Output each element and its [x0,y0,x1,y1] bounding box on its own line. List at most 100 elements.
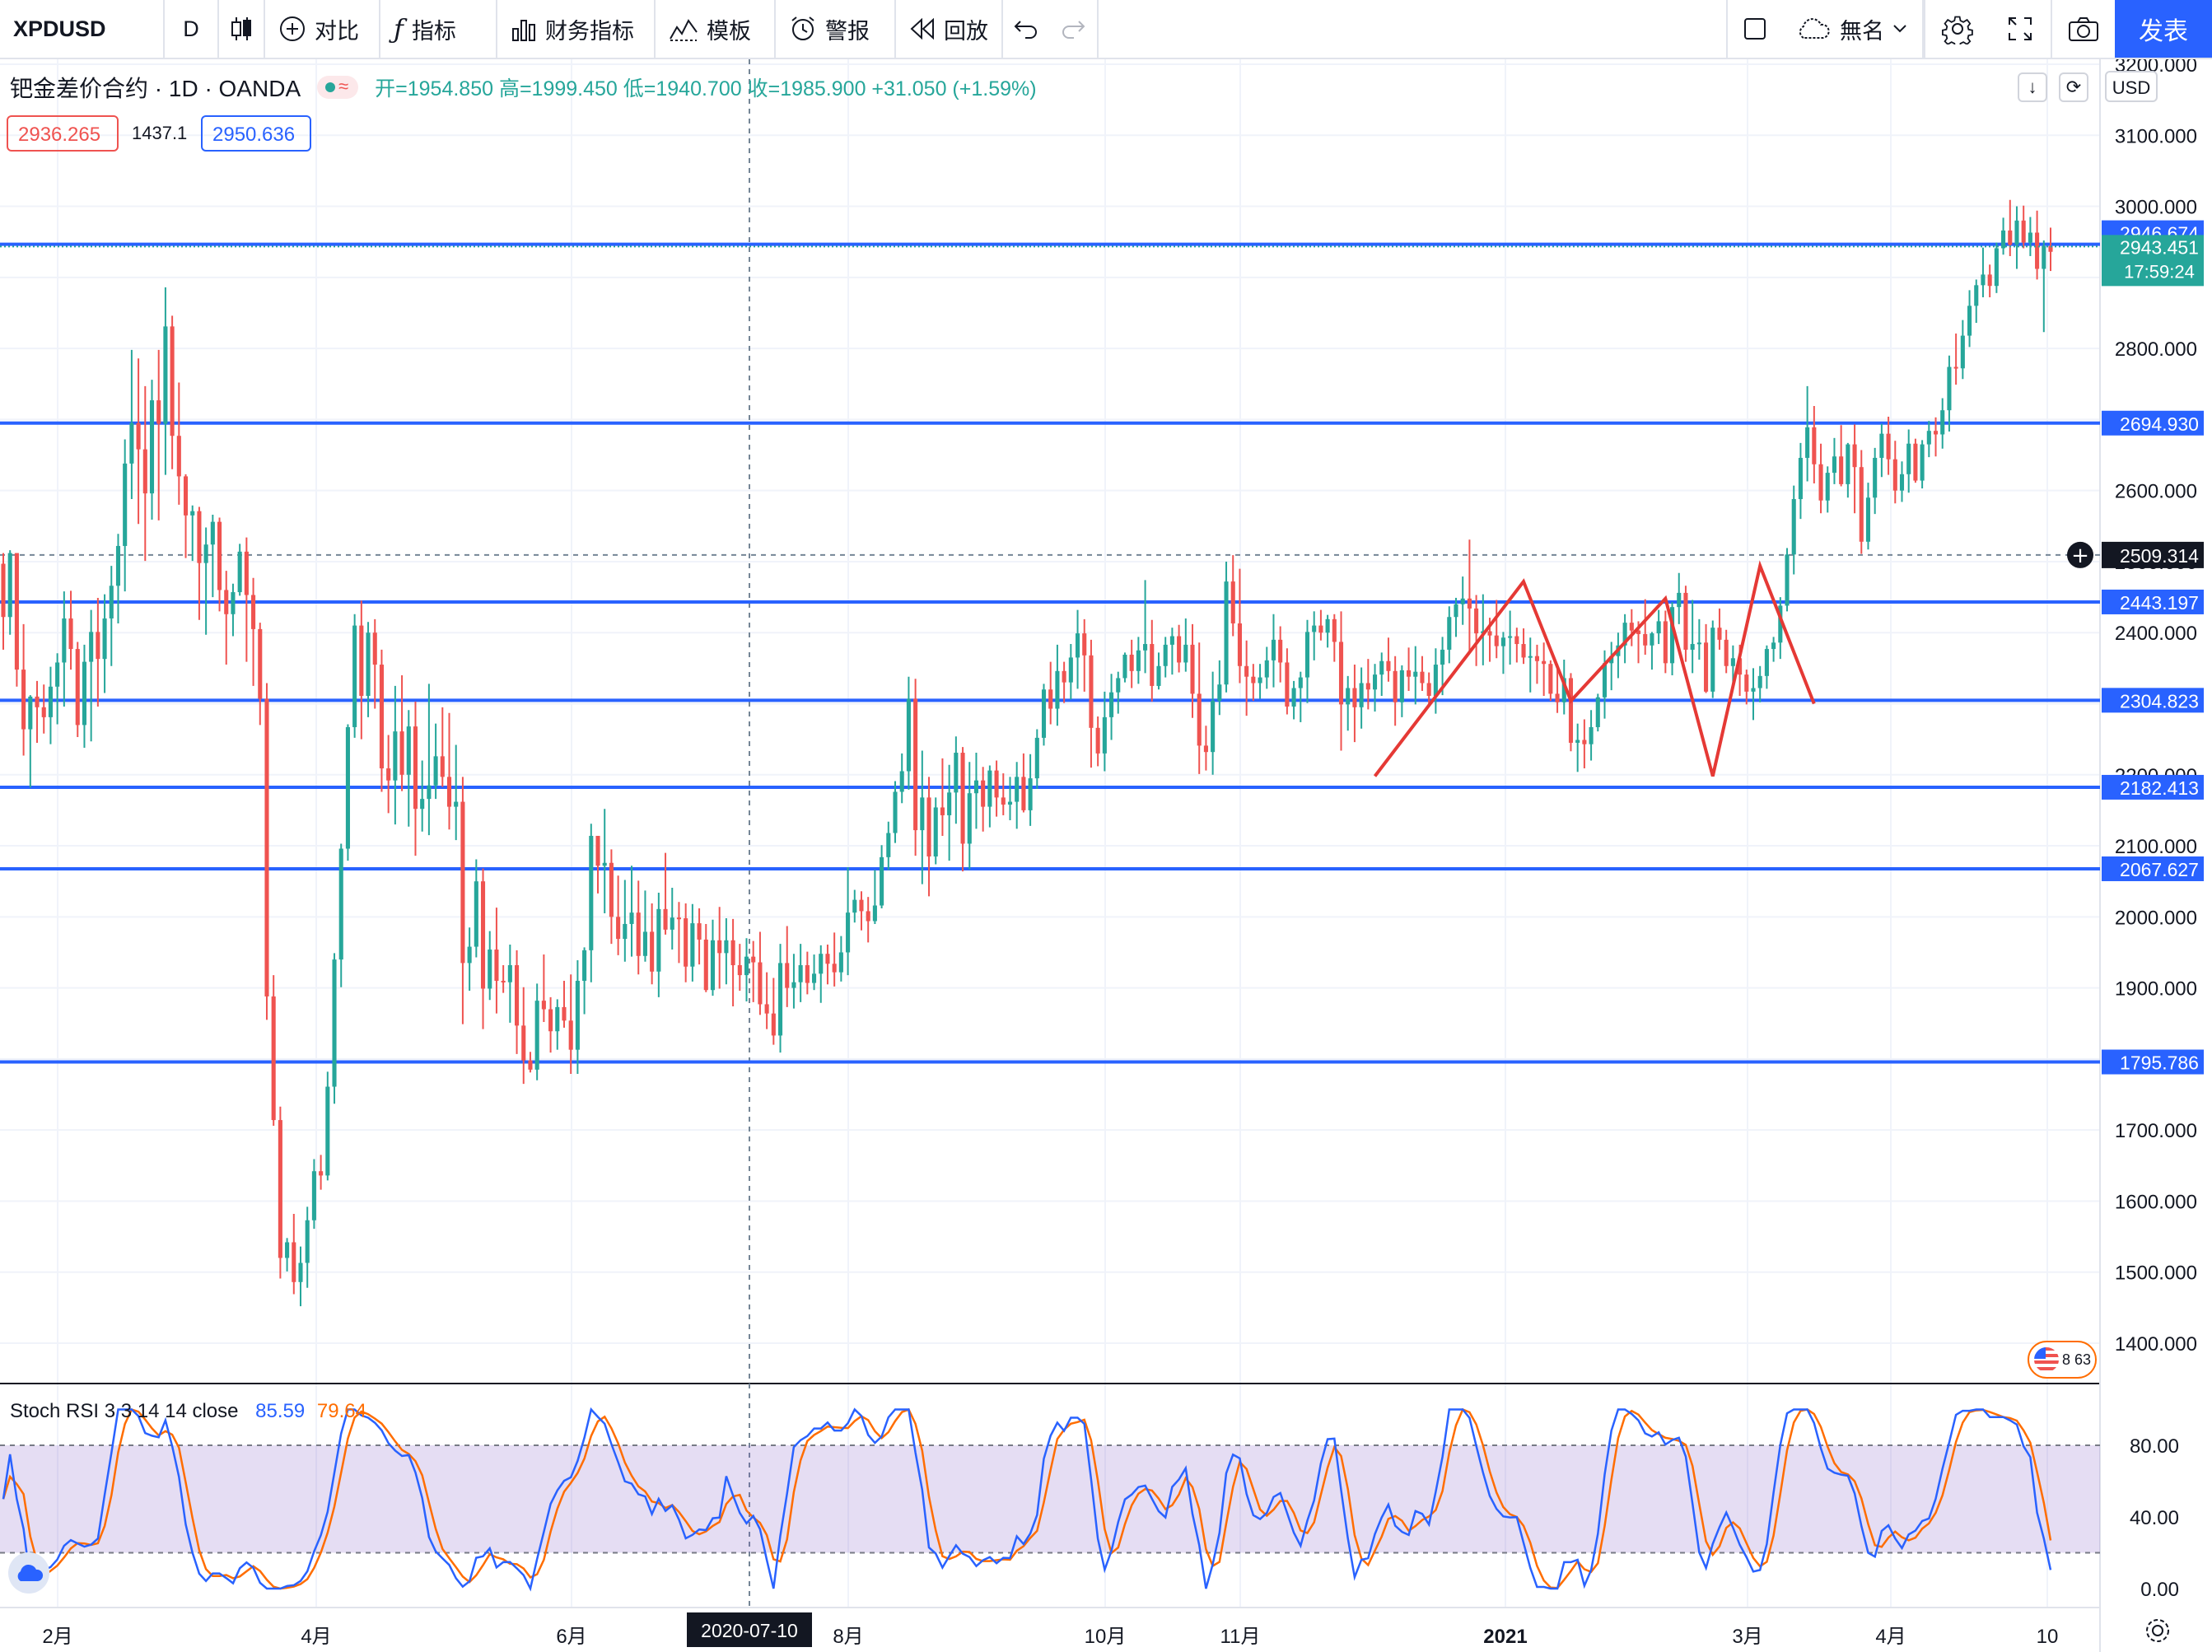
candle-body [1899,474,1905,491]
currency-label[interactable]: USD [2105,71,2158,102]
candle-body [616,917,621,940]
zigzag-line[interactable] [1373,560,1816,777]
indicators-button[interactable]: ƒ 指标 [380,0,497,58]
candle-body [1669,607,1675,664]
cloud-logo-icon [17,1564,44,1581]
candle-body [1602,663,1608,698]
candle-body [1994,248,1999,287]
indicators-label: 指标 [411,18,456,44]
candle-body [176,436,181,477]
alert-button[interactable]: 警报 [776,0,896,58]
gear-small-icon [2146,1619,2169,1642]
candle-body [629,912,634,924]
templates-button[interactable]: 模板 [656,0,776,58]
candle-body [413,726,418,810]
settings-gear-bottom[interactable] [2143,1616,2176,1649]
candle-body [1771,642,1776,650]
candle-body [1346,688,1351,705]
candle-body [55,662,60,687]
snapshot-button[interactable] [2052,0,2115,58]
buy-price-badge[interactable]: 2950.636 [201,115,311,152]
candle-body [68,618,73,650]
candle-body [1,563,6,618]
candle-body [1683,592,1688,650]
line-price-tag [2102,856,2204,881]
interval-button[interactable]: D [165,0,219,58]
time-tick-label: 10月 [1085,1626,1127,1648]
candle-body [1534,656,1539,661]
stoch-d-line [2,1407,2052,1590]
candle-body [1764,649,1769,676]
candle-body [650,931,655,972]
symbol-search[interactable]: XPDUSD [0,0,165,58]
candle-body [231,592,236,614]
candle-body [1143,644,1148,651]
undo-button[interactable] [1003,0,1049,58]
zigzag-drawing[interactable] [1373,560,1816,777]
stoch-legend[interactable]: Stoch RSI 3 3 14 14 close 85.59 79.64 [10,1400,366,1423]
replay-button[interactable]: 回放 [896,0,1003,58]
candle-body [534,1001,539,1070]
candle-body [1224,581,1229,685]
candle-body [933,807,938,856]
candle-body [1015,777,1020,802]
crosshair-date-tag [687,1612,812,1647]
add-order-button[interactable] [2067,541,2093,568]
candle-body [1177,636,1182,663]
candle-body [636,912,641,956]
candle-body [697,923,702,940]
layout-name-button[interactable]: 無名 [1782,0,1924,58]
price-tick-label: 1700.000 [2115,1120,2197,1142]
candle-body [805,965,810,983]
candle-body [1521,644,1526,658]
redo-button[interactable] [1049,0,1099,58]
events-badge[interactable]: 8 63 [2028,1341,2097,1379]
candle-body [1555,693,1560,702]
candle-body [427,785,432,800]
time-axis[interactable]: 2月 4月 6月 8月 10月 11月 2021 3月 4月 10 2020-07-10 [42,1612,2058,1648]
candle-body [1582,740,1587,744]
time-tick-label: 2021 [1483,1626,1527,1648]
candle-body [1926,431,1931,445]
line-price-tag [2102,774,2204,800]
fullscreen-select-button[interactable] [1726,0,1782,58]
price-chart[interactable]: 3200.0003100.0003000.0002900.0002800.000… [0,59,2212,1652]
candle-body [1622,623,1627,646]
candle-body [1629,623,1634,631]
candle-body [1285,662,1290,707]
expand-button[interactable] [1990,0,2052,58]
templates-icon [670,19,698,41]
candle-body [1021,777,1026,810]
candle-body [352,625,357,727]
candle-body [183,476,189,516]
line-price-text: 1795.786 [2120,1052,2199,1074]
crosshair-price-tag [2102,541,2204,568]
replay-label: 回放 [944,18,988,44]
stoch-name: Stoch RSI 3 3 14 14 close [10,1400,239,1422]
compare-button[interactable]: 对比 [265,0,380,58]
settings-button[interactable] [1924,0,1990,58]
horizontal-lines[interactable] [0,242,2100,1064]
candle-body [440,756,445,777]
tradingview-logo[interactable] [8,1552,49,1594]
stoch-rsi-lines [0,1407,2100,1592]
financials-button[interactable]: 财务指标 [497,0,656,58]
candle-body [1420,671,1425,684]
scroll-down-button[interactable]: ↓ [2018,72,2047,102]
line-price-text: 2443.197 [2120,592,2199,614]
candle-body [973,780,979,794]
candle-body [1278,639,1283,663]
auto-scale-button[interactable]: ⟳ [2059,72,2088,102]
price-axis[interactable]: 3200.0003100.0003000.0002900.0002800.000… [2101,59,2212,1652]
candle-body [987,770,992,807]
candle-body [217,521,222,590]
sell-price-badge[interactable]: 2936.265 [7,115,119,152]
publish-button[interactable]: 发表 [2115,0,2212,58]
legend-title[interactable]: 钯金差价合约 · 1D · OANDA [10,76,301,101]
chart-type-button[interactable] [219,0,265,58]
time-tick-label: 2月 [42,1626,72,1648]
candle-body [278,1120,282,1258]
candle-body [954,753,959,793]
candle-body [1237,623,1242,666]
candle-body [244,551,249,595]
